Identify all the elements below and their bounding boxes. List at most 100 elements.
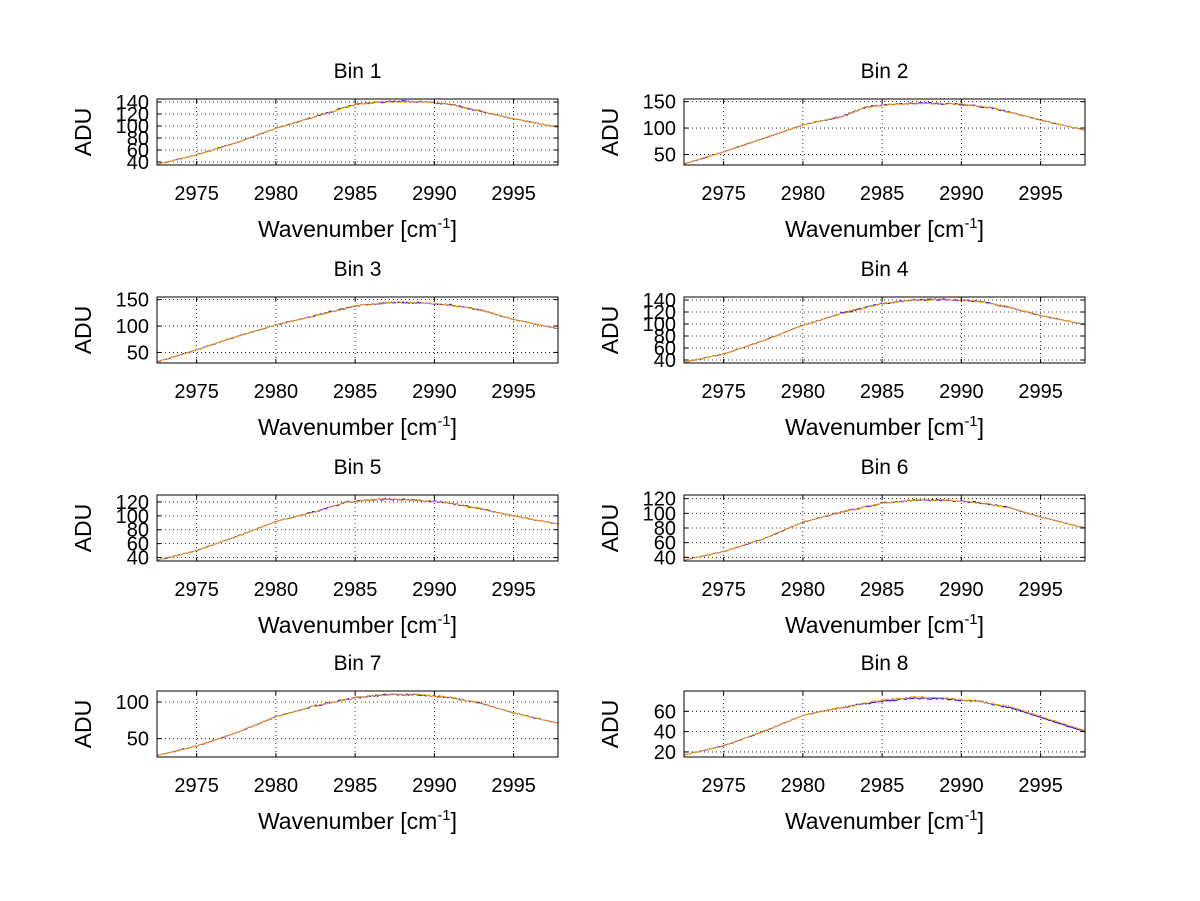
y-tick-label: 100: [643, 314, 676, 336]
x-tick-label: 2995: [1018, 775, 1063, 797]
x-tick-label: 2995: [1018, 183, 1063, 205]
x-axis-label-superscript: -1: [437, 215, 450, 232]
y-tick-label: 150: [116, 290, 149, 312]
y-tick-label: 60: [654, 701, 676, 723]
series-line-1: [683, 102, 1086, 165]
y-tick-label: 120: [643, 489, 676, 511]
x-axis-label-main: Wavenumber [cm: [258, 414, 437, 440]
x-axis-label: Wavenumber [cm-1]: [258, 215, 457, 242]
panel-bin-1: Bin 1 2975 2980 2985 2990 2995 406080100120140…: [70, 60, 559, 242]
series-line-2: [683, 102, 1086, 165]
x-tick-label: 2980: [781, 183, 826, 205]
x-tick-label: 2990: [412, 775, 457, 797]
y-axis-label: ADU: [597, 504, 623, 553]
x-tick-label: 2985: [333, 775, 378, 797]
x-tick-label: 2995: [1018, 579, 1063, 601]
series-line-1: [156, 100, 559, 166]
axes-box: [683, 690, 1086, 758]
axes-box: [683, 98, 1086, 166]
x-axis-label: Wavenumber [cm-1]: [785, 807, 984, 834]
x-tick-label: 2985: [860, 775, 905, 797]
y-tick-label: 50: [654, 144, 676, 166]
axes-box: [156, 98, 559, 166]
x-tick-label: 2980: [781, 381, 826, 403]
series-line-2: [156, 301, 559, 363]
y-tick-label: 40: [127, 152, 149, 174]
x-axis-label-main: Wavenumber [cm: [258, 612, 437, 638]
y-tick-label: 100: [116, 316, 149, 338]
x-tick-label: 2975: [701, 183, 746, 205]
y-axis-label: ADU: [597, 700, 623, 749]
panel-bin-3: Bin 3 2975 2980 2985 2990 2995 50 100 150 ADU Wave…: [70, 258, 559, 440]
y-tick-label: 60: [127, 140, 149, 162]
x-tick-label: 2995: [491, 775, 536, 797]
x-tick-label: 2990: [939, 775, 984, 797]
x-axis-label-superscript: -1: [437, 611, 450, 628]
x-tick-label: 2980: [254, 579, 299, 601]
x-tick-label: 2980: [254, 775, 299, 797]
series-line-2: [683, 298, 1086, 364]
x-tick-label: 2985: [333, 183, 378, 205]
series-line-2: [683, 695, 1086, 756]
x-axis-label-main: Wavenumber [cm: [785, 808, 964, 834]
y-tick-label: 50: [127, 729, 149, 751]
x-tick-label: 2985: [860, 183, 905, 205]
x-axis-label-main: Wavenumber [cm: [785, 414, 964, 440]
x-tick-label: 2980: [781, 775, 826, 797]
x-tick-label: 2975: [174, 775, 219, 797]
x-axis-label-tail: ]: [978, 216, 984, 242]
x-tick-label: 2975: [701, 381, 746, 403]
y-axis-label: ADU: [70, 108, 96, 157]
series-line-2: [156, 693, 559, 757]
x-axis-label-main: Wavenumber [cm: [258, 808, 437, 834]
x-tick-label: 2980: [254, 183, 299, 205]
x-tick-label: 2980: [781, 579, 826, 601]
x-axis-label: Wavenumber [cm-1]: [785, 413, 984, 440]
series-line-1: [156, 301, 559, 363]
x-axis-label-tail: ]: [978, 414, 984, 440]
y-tick-label: 60: [127, 534, 149, 556]
panel-bin-4: Bin 4 2975 2980 2985 2990 2995 406080100120140…: [597, 258, 1086, 440]
x-axis-label-main: Wavenumber [cm: [258, 216, 437, 242]
series-line-2: [683, 498, 1086, 562]
y-tick-label: 140: [116, 92, 149, 114]
y-tick-label: 100: [643, 503, 676, 525]
series-line-1: [683, 498, 1086, 562]
y-tick-label: 40: [127, 548, 149, 570]
y-tick-label: 80: [654, 518, 676, 540]
y-tick-label: 100: [116, 116, 149, 138]
axes-box: [156, 690, 559, 758]
x-tick-label: 2990: [412, 381, 457, 403]
x-tick-label: 2990: [939, 579, 984, 601]
panel-bin-2: Bin 2 2975 2980 2985 2990 2995 50 100 150 ADU Wave…: [597, 60, 1086, 242]
y-axis-label: ADU: [70, 306, 96, 355]
panel-title: Bin 7: [334, 652, 382, 675]
x-tick-label: 2975: [701, 579, 746, 601]
y-tick-label: 50: [127, 342, 149, 364]
series-line-2: [156, 100, 559, 166]
x-tick-label: 2990: [939, 381, 984, 403]
x-tick-label: 2990: [412, 579, 457, 601]
series-line-1: [683, 697, 1086, 756]
x-tick-label: 2995: [1018, 381, 1063, 403]
y-tick-label: 80: [127, 520, 149, 542]
x-tick-label: 2990: [412, 183, 457, 205]
panel-bin-7: Bin 7 2975 2980 2985 2990 2995 50 100 ADU Wavenum…: [70, 652, 559, 834]
series-line-1: [156, 693, 559, 757]
x-tick-label: 2985: [333, 579, 378, 601]
y-axis-label: ADU: [70, 700, 96, 749]
series-line-1: [683, 298, 1086, 364]
panel-title: Bin 1: [334, 60, 382, 83]
y-tick-label: 80: [127, 128, 149, 150]
x-axis-label-superscript: -1: [964, 611, 977, 628]
panel-title: Bin 5: [334, 456, 382, 479]
y-tick-label: 100: [116, 506, 149, 528]
x-axis-label-superscript: -1: [437, 807, 450, 824]
x-tick-label: 2990: [939, 183, 984, 205]
x-axis-label-tail: ]: [451, 612, 457, 638]
x-tick-label: 2975: [174, 183, 219, 205]
y-tick-label: 60: [654, 338, 676, 360]
x-tick-label: 2985: [860, 579, 905, 601]
